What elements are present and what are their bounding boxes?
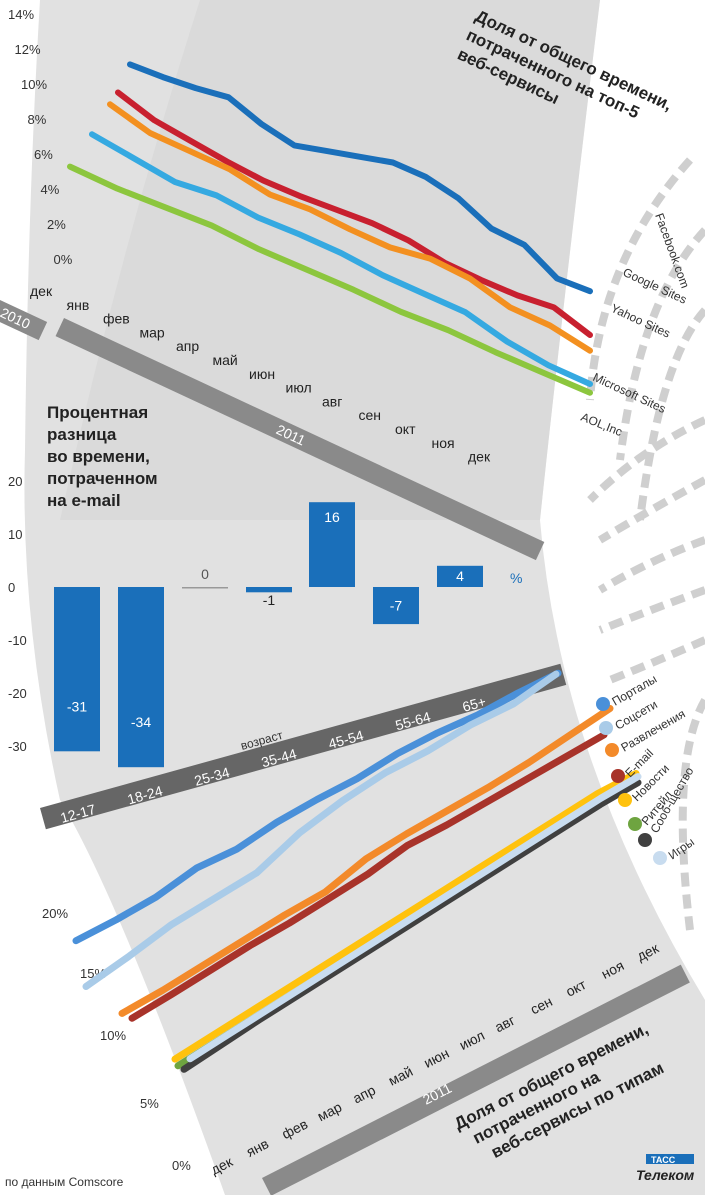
y-tick-label: 8% bbox=[28, 112, 47, 127]
bar-value-label: -34 bbox=[131, 714, 151, 730]
y-tick-label: 6% bbox=[34, 147, 53, 162]
month-label: мар bbox=[140, 324, 165, 340]
bar bbox=[246, 587, 292, 593]
y-tick-label: 12% bbox=[15, 42, 41, 57]
y-tick-label: 10% bbox=[100, 1028, 126, 1043]
y-tick-label: 10 bbox=[8, 527, 22, 542]
bar bbox=[437, 565, 483, 587]
bar-value-label: 0 bbox=[201, 566, 209, 582]
series-label: AOL,Inc bbox=[579, 410, 624, 439]
bar bbox=[182, 587, 228, 589]
series-line-1 bbox=[127, 61, 593, 295]
chart-title: Процентная разница во времени, потраченн… bbox=[47, 403, 162, 510]
bar-value-label: -7 bbox=[390, 598, 403, 614]
age-band bbox=[40, 663, 567, 830]
y-tick-label: 10% bbox=[21, 77, 47, 92]
y-tick-label: 0% bbox=[172, 1158, 191, 1173]
y-tick-label: 0% bbox=[54, 252, 73, 267]
month-label: июл bbox=[286, 380, 312, 396]
y-tick-label: -20 bbox=[8, 686, 27, 701]
bar-value-label: 4 bbox=[456, 568, 464, 584]
series-line-8 bbox=[186, 773, 642, 1063]
legend-swatch bbox=[599, 721, 613, 735]
year-band-2011 bbox=[262, 964, 690, 1195]
series-line-3 bbox=[118, 704, 614, 1017]
month-label: сен bbox=[359, 407, 382, 423]
logo-top: ТАСС bbox=[651, 1155, 676, 1165]
legend-swatch bbox=[618, 793, 632, 807]
month-label: дек bbox=[30, 283, 53, 299]
month-label: окт bbox=[395, 421, 416, 437]
month-label: апр bbox=[176, 338, 199, 354]
series-line-2 bbox=[115, 89, 593, 338]
unit-label: % bbox=[510, 570, 522, 586]
month-label: фев bbox=[103, 311, 130, 327]
series-label: Yahoo Sites bbox=[609, 301, 673, 341]
month-label: май bbox=[213, 352, 238, 368]
legend-swatch bbox=[653, 851, 667, 865]
bar bbox=[309, 502, 355, 587]
series-line-4 bbox=[128, 731, 608, 1022]
y-tick-label: 0 bbox=[8, 580, 15, 595]
bar bbox=[54, 587, 100, 752]
bar-value-label: 16 bbox=[324, 509, 340, 525]
year-band-2011: 2011 bbox=[55, 318, 545, 561]
month-label: июн bbox=[249, 366, 275, 382]
series-line-3 bbox=[107, 101, 593, 354]
legend-swatch bbox=[638, 833, 652, 847]
series-label: Microsoft Sites bbox=[591, 370, 668, 416]
legend-swatch bbox=[596, 697, 610, 711]
source-note: по данным Comscore bbox=[5, 1175, 124, 1189]
month-label: дек bbox=[468, 449, 491, 465]
bar-value-label: -31 bbox=[67, 698, 87, 714]
series-line-4 bbox=[89, 131, 593, 387]
y-tick-label: 5% bbox=[140, 1096, 159, 1111]
month-label: авг bbox=[322, 393, 342, 409]
y-tick-label: 2% bbox=[47, 217, 66, 232]
y-tick-label: -10 bbox=[8, 633, 27, 648]
logo-bottom: Телеком bbox=[636, 1167, 695, 1183]
y-tick-label: 14% bbox=[8, 7, 34, 22]
legend-swatch bbox=[611, 769, 625, 783]
y-tick-label: 20 bbox=[8, 474, 22, 489]
legend-swatch bbox=[628, 817, 642, 831]
series-line-7 bbox=[180, 779, 642, 1073]
y-tick-label: 4% bbox=[41, 182, 60, 197]
series-line-5 bbox=[171, 770, 640, 1063]
y-tick-label: -30 bbox=[8, 739, 27, 754]
decorative-rays bbox=[586, 157, 705, 931]
y-tick-label: 20% bbox=[42, 906, 68, 921]
bar-value-label: -1 bbox=[263, 592, 276, 608]
legend-swatch bbox=[605, 743, 619, 757]
month-label: янв bbox=[67, 297, 90, 313]
series-line-5 bbox=[67, 163, 593, 396]
bar bbox=[373, 587, 419, 625]
series-line-1 bbox=[72, 669, 562, 945]
series-line-2 bbox=[82, 670, 560, 990]
tass-telecom-logo: ТАСС Телеком bbox=[636, 1154, 695, 1183]
bar bbox=[118, 587, 164, 768]
month-label: ноя bbox=[432, 435, 455, 451]
